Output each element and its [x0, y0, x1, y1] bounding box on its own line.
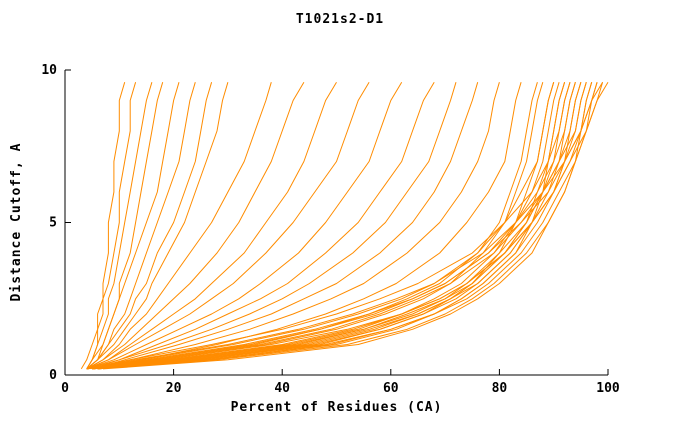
- model-curve: [86, 82, 457, 370]
- model-curve: [97, 81, 609, 370]
- model-curve: [86, 81, 370, 370]
- model-curve: [92, 82, 544, 370]
- y-tick-label: 10: [41, 63, 57, 78]
- model-curve: [97, 82, 598, 370]
- x-tick-label: 100: [596, 381, 620, 396]
- x-axis-label: Percent of Residues (CA): [230, 400, 443, 415]
- x-tick-label: 0: [61, 381, 69, 396]
- model-curve: [86, 82, 137, 370]
- model-curve: [86, 82, 196, 370]
- model-curve: [97, 82, 576, 370]
- model-curve: [86, 81, 403, 370]
- model-curve: [86, 82, 571, 370]
- model-curve: [86, 81, 337, 370]
- model-curve: [86, 82, 272, 370]
- y-tick-label: 0: [49, 368, 57, 383]
- model-curve: [92, 82, 560, 370]
- model-curve: [86, 81, 305, 370]
- model-curve: [92, 82, 479, 370]
- model-curve: [92, 82, 522, 370]
- model-curve: [92, 82, 555, 370]
- model-curve: [86, 82, 500, 370]
- model-curve: [97, 82, 566, 370]
- x-tick-label: 20: [166, 381, 182, 396]
- chart-title: T1021s2-D1: [295, 12, 385, 27]
- model-curve: [86, 82, 164, 370]
- model-curve: [80, 82, 126, 370]
- model-curve: [86, 82, 593, 370]
- x-tick-label: 60: [383, 381, 399, 396]
- model-curve: [92, 81, 435, 370]
- model-curve: [86, 82, 153, 370]
- model-curve: [92, 82, 582, 370]
- model-curve: [97, 82, 582, 370]
- x-tick-label: 40: [274, 381, 290, 396]
- y-tick-label: 5: [49, 216, 57, 231]
- model-curve: [86, 82, 229, 370]
- model-curve: [102, 82, 593, 370]
- model-curve: [86, 82, 180, 370]
- model-curve: [86, 82, 213, 370]
- model-curve: [86, 81, 604, 370]
- model-curve: [86, 82, 538, 370]
- x-tick-label: 80: [492, 381, 508, 396]
